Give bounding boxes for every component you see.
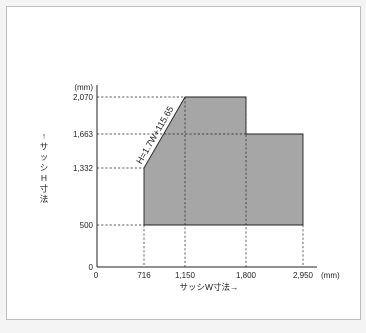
x-tick-label: 0	[94, 271, 99, 280]
x-tick-label: 2,950	[293, 271, 314, 280]
x-axis-title: サッシW寸法→	[179, 282, 238, 292]
x-tick-label: 716	[137, 271, 151, 280]
y-axis-unit: (mm)	[74, 83, 93, 92]
y-tick-label: 1,332	[73, 164, 94, 173]
chart-frame: 0 500 1,332 1,663 2,070 (mm) 0 716 1,150 1,800 2,9…	[6, 6, 361, 320]
y-tick-label: 2,070	[73, 93, 94, 102]
x-axis-unit: (mm)	[321, 271, 340, 280]
y-axis-title: ↑サッシ H 寸法	[40, 131, 49, 204]
x-tick-label: 1,800	[236, 271, 257, 280]
y-tick-label: 500	[80, 221, 94, 230]
y-tick-label: 1,663	[73, 130, 94, 139]
y-tick-label: 0	[89, 263, 94, 272]
x-tick-label: 1,150	[175, 271, 196, 280]
